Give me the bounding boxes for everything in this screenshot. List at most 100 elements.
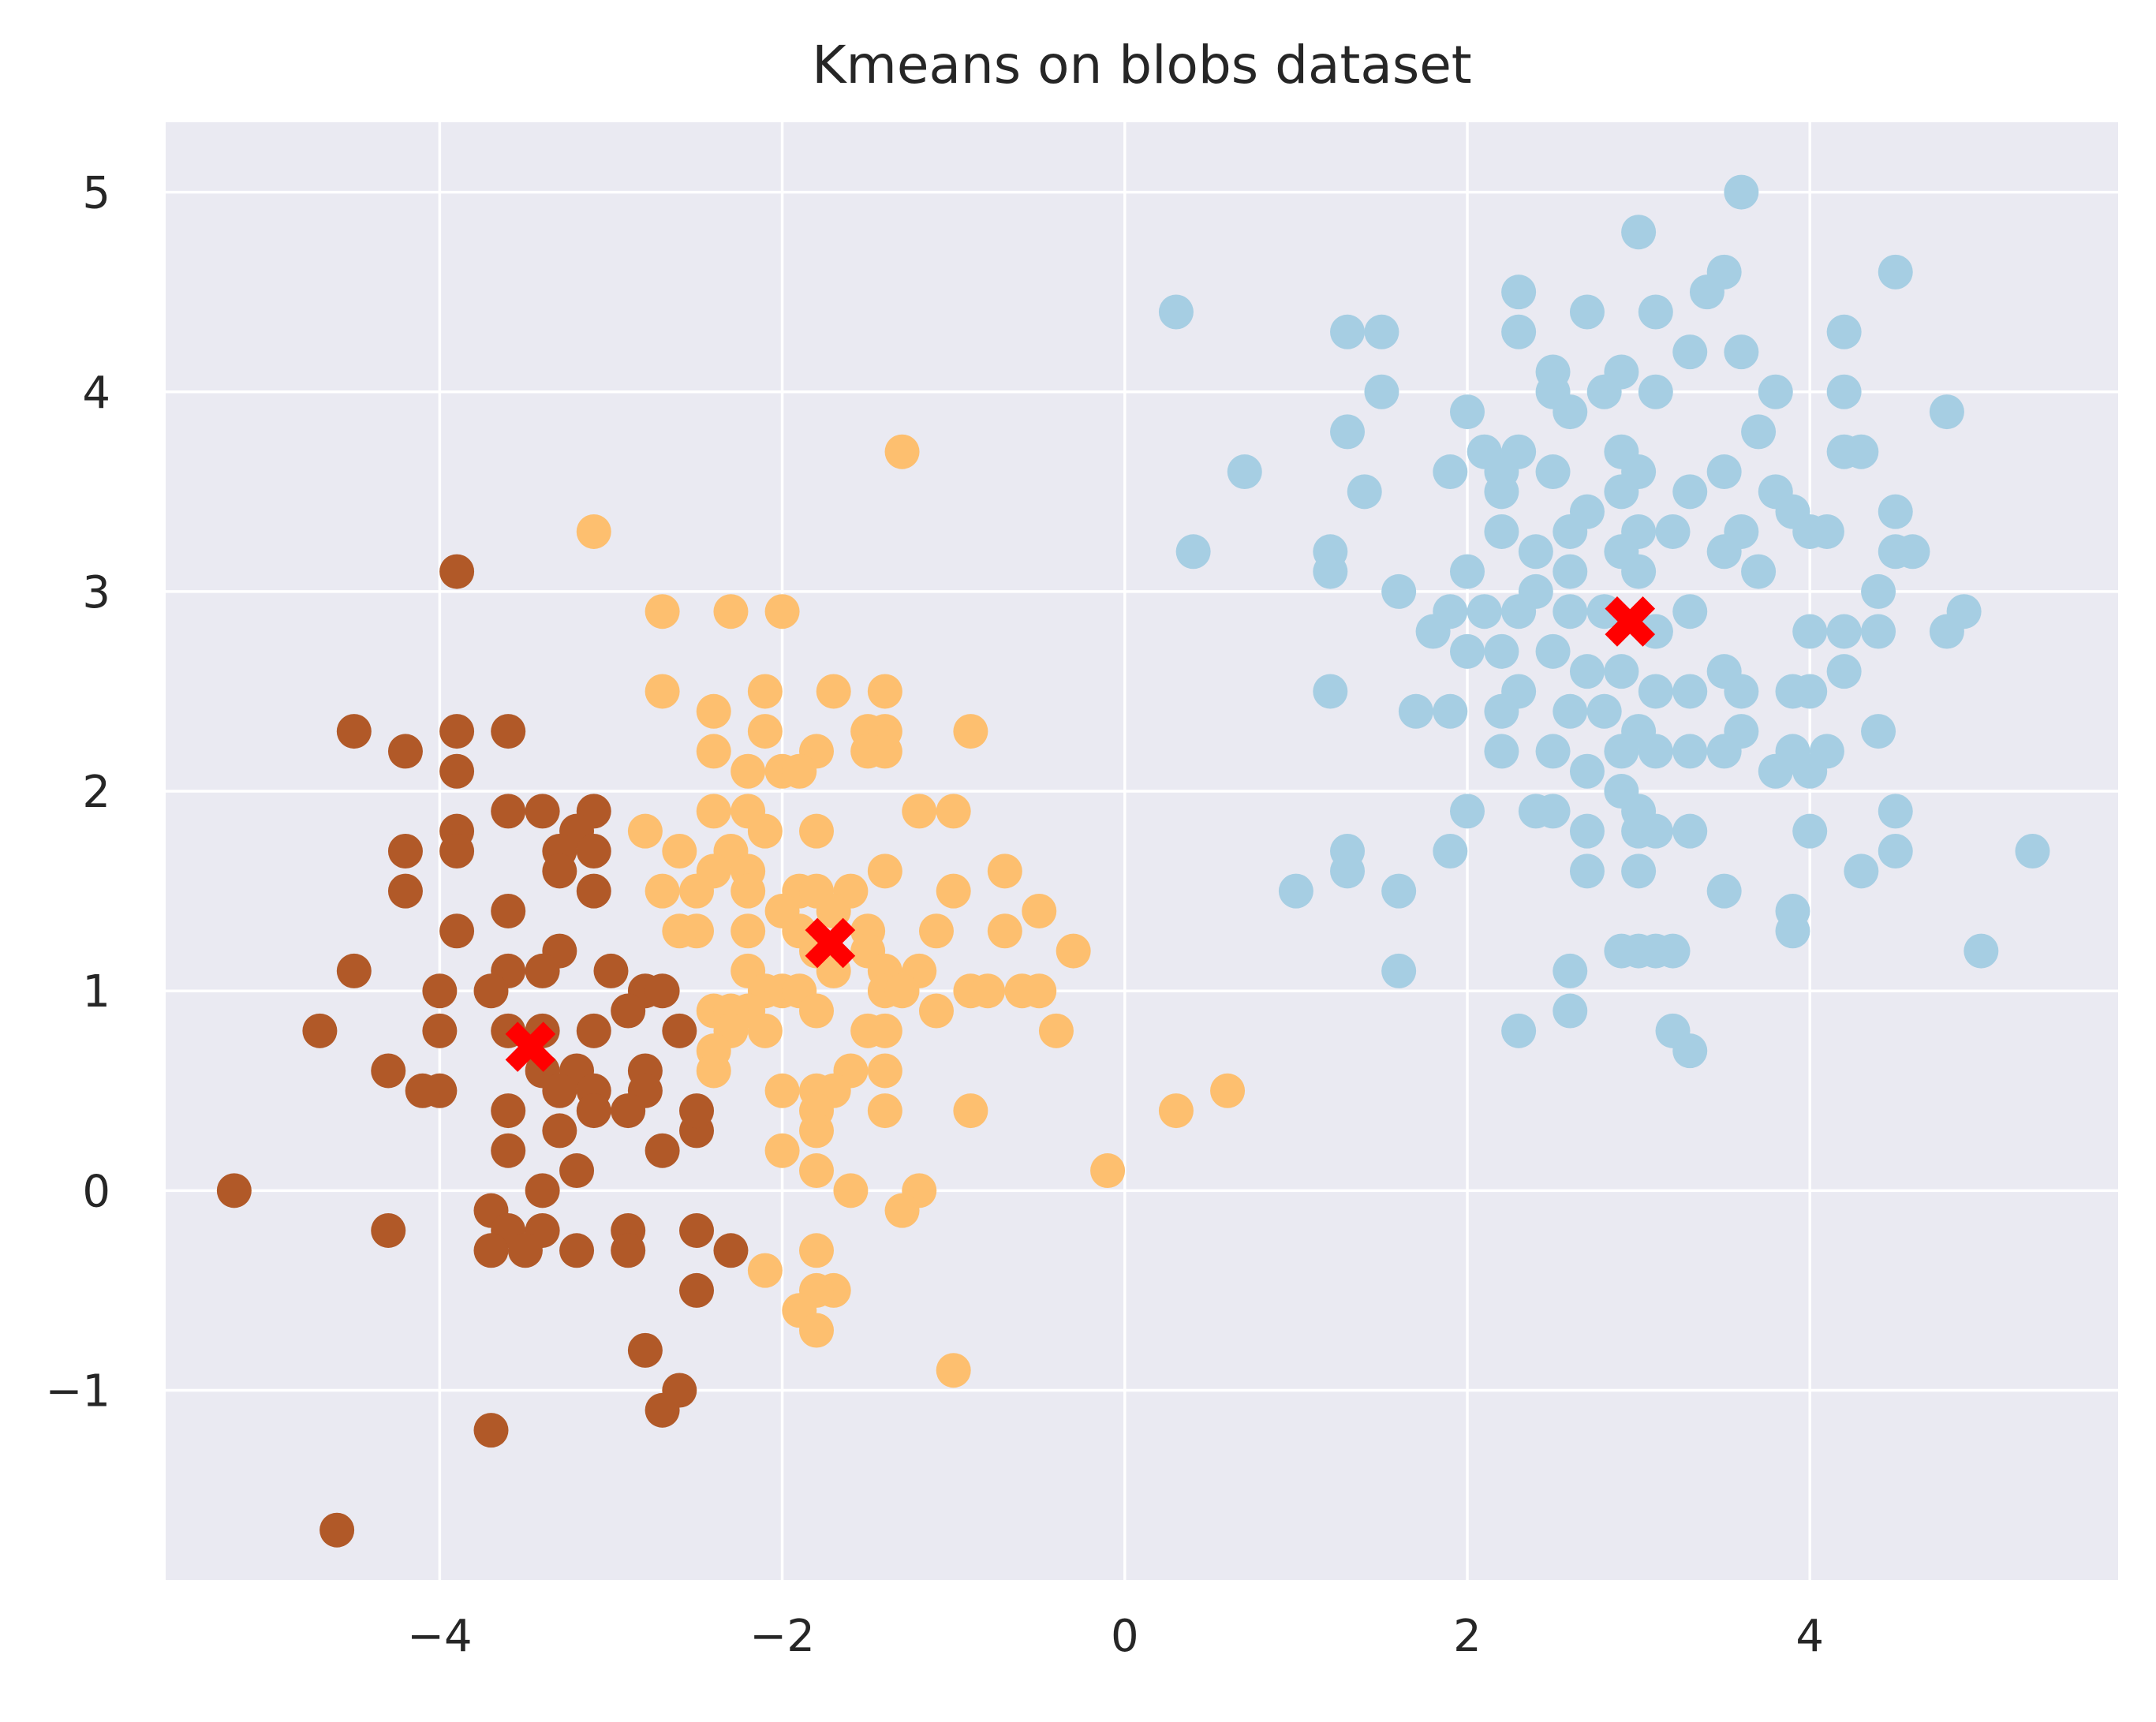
data-point [1553,953,1588,988]
data-point [799,1153,834,1189]
centroid-bar [805,917,856,969]
data-point [816,674,851,709]
data-point [611,993,646,1029]
data-point [542,854,577,889]
centroid-marker [1605,596,1656,647]
y-axis-ticks: −1 0 1 2 3 4 5 [45,168,110,1418]
data-point [713,594,749,629]
x-tick-label: 4 [1795,1611,1824,1662]
data-point [662,913,697,949]
data-point [1586,693,1622,729]
data-point [542,1073,577,1108]
data-point [1569,854,1605,889]
data-point [1878,534,1913,570]
data-point [679,1272,715,1308]
data-point [1347,474,1382,510]
data-point [645,594,680,629]
data-point [713,1233,749,1268]
data-point [1381,573,1417,609]
data-point [1569,813,1605,849]
data-points [216,174,2050,1548]
data-point [491,1093,526,1129]
data-point [1604,654,1639,689]
data-point [1484,734,1519,769]
data-point [1826,654,1862,689]
data-point [1792,753,1828,789]
data-point [1313,674,1348,709]
data-point [371,1053,406,1089]
data-point [1878,254,1913,289]
data-point [1038,1013,1074,1048]
data-point [747,813,783,849]
chart-title: Kmeans on blobs dataset [812,35,1471,95]
data-point [576,834,611,868]
data-point [422,1013,458,1048]
data-point [1433,454,1468,490]
data-point [799,1113,834,1149]
data-point [747,674,783,709]
data-point [525,794,560,829]
data-point [422,973,458,1009]
data-point [387,734,423,769]
data-point [1450,633,1485,669]
data-point [1484,693,1519,729]
data-point [799,1233,834,1268]
data-point [1158,1093,1194,1129]
data-point [1553,514,1588,549]
data-point [987,913,1022,949]
data-point [1672,474,1708,510]
data-point [1518,534,1553,570]
data-point [696,794,731,829]
data-point [867,854,902,889]
data-point [525,953,560,988]
data-point [1621,554,1657,589]
data-point [525,1173,560,1208]
data-point [953,1093,988,1129]
data-point [439,913,475,949]
data-point [662,1013,697,1048]
data-point [1706,454,1742,490]
data-point [1158,294,1194,330]
data-point [576,1093,611,1129]
data-point [1621,854,1657,889]
data-point [696,734,731,769]
data-point [1553,394,1588,430]
data-point [336,714,372,749]
data-point [662,834,697,868]
data-point [216,1173,252,1208]
data-point [747,1013,783,1048]
data-point [1672,734,1708,769]
data-point [1022,973,1057,1009]
data-point [336,953,372,988]
data-point [1672,334,1708,370]
data-point [1175,534,1211,570]
centroid-bar [505,1022,556,1072]
data-point [730,873,766,909]
data-point [918,913,954,949]
data-point [1792,813,1828,849]
data-point [1467,594,1502,629]
data-point [730,913,766,949]
data-point [1638,294,1673,330]
data-point [645,973,680,1009]
data-point [867,734,902,769]
data-point [1861,614,1896,649]
data-point [1227,454,1262,490]
data-point [611,1093,646,1129]
x-axis-ticks: −4 −2 0 2 4 [407,1611,1824,1662]
data-point [1501,1013,1537,1048]
data-point [627,1332,663,1368]
data-point [1484,633,1519,669]
data-point [645,674,680,709]
y-tick-label: 3 [82,567,110,618]
data-point [387,873,423,909]
data-point [1535,633,1571,669]
data-point [1758,753,1793,789]
data-point [1433,693,1468,729]
data-point [799,813,834,849]
data-point [679,873,715,909]
data-point [1553,594,1588,629]
data-point [1792,674,1828,709]
data-point [1210,1073,1246,1108]
data-point [1706,534,1742,570]
